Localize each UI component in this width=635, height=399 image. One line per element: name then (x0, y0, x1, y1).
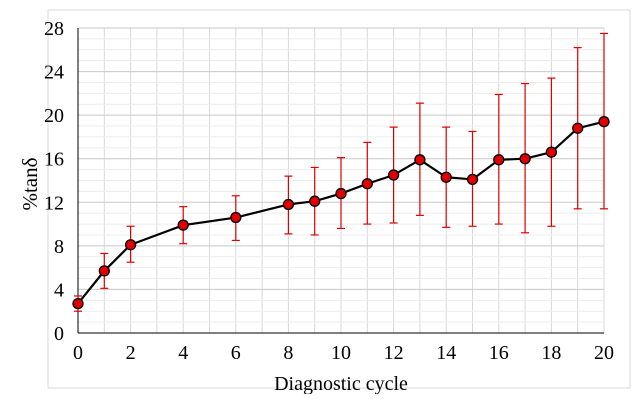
y-axis-label: %tanδ (18, 157, 42, 210)
x-tick-label: 20 (594, 342, 614, 364)
data-point (282, 198, 295, 211)
data-point (335, 187, 347, 200)
data-point (493, 154, 505, 166)
y-tick-labels: 0 4 8 12 16 20 24 28 (44, 18, 64, 345)
data-point (72, 297, 84, 310)
x-tick-label: 8 (283, 342, 293, 364)
data-point (414, 154, 426, 166)
data-point (230, 211, 242, 224)
data-markers (72, 116, 610, 310)
y-tick-label: 24 (44, 62, 64, 84)
y-tick-label: 4 (54, 279, 64, 301)
x-tick-label: 18 (541, 342, 561, 364)
y-tick-label: 12 (44, 192, 64, 214)
grid-layer (47, 9, 631, 389)
data-point (387, 169, 400, 181)
data-point (309, 195, 321, 207)
data-point (124, 239, 137, 251)
data-point (361, 178, 373, 190)
x-tick-label: 10 (331, 342, 351, 364)
data-point (466, 173, 479, 186)
y-tick-label: 16 (44, 149, 64, 171)
data-point (545, 146, 558, 158)
x-axis-label: Diagnostic cycle (274, 373, 408, 394)
data-point (598, 116, 610, 128)
x-tick-labels: 0 2 4 6 8 10 12 14 16 18 20 (73, 342, 614, 364)
data-point (177, 219, 189, 231)
y-tick-label: 28 (44, 18, 64, 40)
y-tick-label: 8 (54, 236, 64, 258)
axis-layer (77, 28, 604, 334)
chart-frame (47, 9, 631, 389)
x-tick-label: 12 (384, 342, 404, 364)
x-tick-label: 0 (73, 342, 83, 364)
data-point (519, 153, 531, 165)
y-tick-label: 0 (54, 323, 64, 345)
data-point (98, 265, 110, 277)
y-tick-label: 20 (44, 105, 64, 127)
data-point (440, 171, 452, 183)
x-tick-label: 14 (436, 342, 456, 364)
x-tick-label: 6 (231, 342, 241, 364)
x-tick-label: 4 (178, 342, 188, 364)
x-tick-label: 2 (126, 342, 136, 364)
x-tick-label: 16 (489, 342, 509, 364)
data-point (572, 122, 584, 134)
